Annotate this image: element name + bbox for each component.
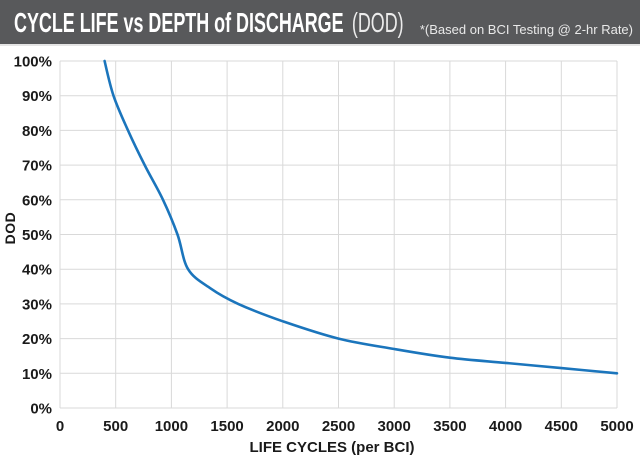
header-subtitle: *(Based on BCI Testing @ 2-hr Rate) <box>419 22 633 37</box>
x-tick-label: 3000 <box>378 418 411 435</box>
y-tick-label: 90% <box>22 88 52 105</box>
title-main: CYCLE LIFE vs DEPTH of DISCHARGE <box>14 7 344 39</box>
x-tick-label: 500 <box>103 418 128 435</box>
chart-plot-area: 0 500 1000 1500 2000 2500 3000 3500 4000 4500 5000… <box>14 54 634 436</box>
y-tick-label: 40% <box>22 262 52 279</box>
y-axis-title: DOD <box>2 212 18 245</box>
chart-title-text: CYCLE LIFE vs DEPTH of DISCHARGE (DOD) <box>14 7 404 39</box>
x-tick-label: 4500 <box>545 418 578 435</box>
x-tick-label: 1500 <box>210 418 243 435</box>
curve-dod-vs-cycles <box>103 59 619 375</box>
title-paren: (DOD) <box>351 7 404 39</box>
y-tick-label: 10% <box>22 366 52 383</box>
y-tick-label: 60% <box>22 192 52 209</box>
y-tick-label: 30% <box>22 296 52 313</box>
y-tick-label: 70% <box>22 158 52 175</box>
y-tick-label: 80% <box>22 123 52 140</box>
x-tick-label: 3500 <box>433 418 466 435</box>
y-tick-label: 20% <box>22 331 52 348</box>
x-tick-label: 4000 <box>489 418 522 435</box>
x-tick-label: 0 <box>56 418 64 435</box>
y-tick-label: 50% <box>22 227 52 244</box>
y-tick-label: 0% <box>30 401 52 418</box>
chart-title: CYCLE LIFE vs DEPTH of DISCHARGE (DOD) <box>14 7 623 39</box>
y-tick-label: 100% <box>14 54 52 71</box>
x-axis-title: LIFE CYCLES (per BCI) <box>249 439 414 456</box>
x-tick-label: 1000 <box>155 418 188 435</box>
x-tick-label: 2000 <box>266 418 299 435</box>
x-tick-label: 5000 <box>600 418 633 435</box>
x-tick-label: 2500 <box>322 418 355 435</box>
header-bar: CYCLE LIFE vs DEPTH of DISCHARGE (DOD) *… <box>0 0 640 44</box>
